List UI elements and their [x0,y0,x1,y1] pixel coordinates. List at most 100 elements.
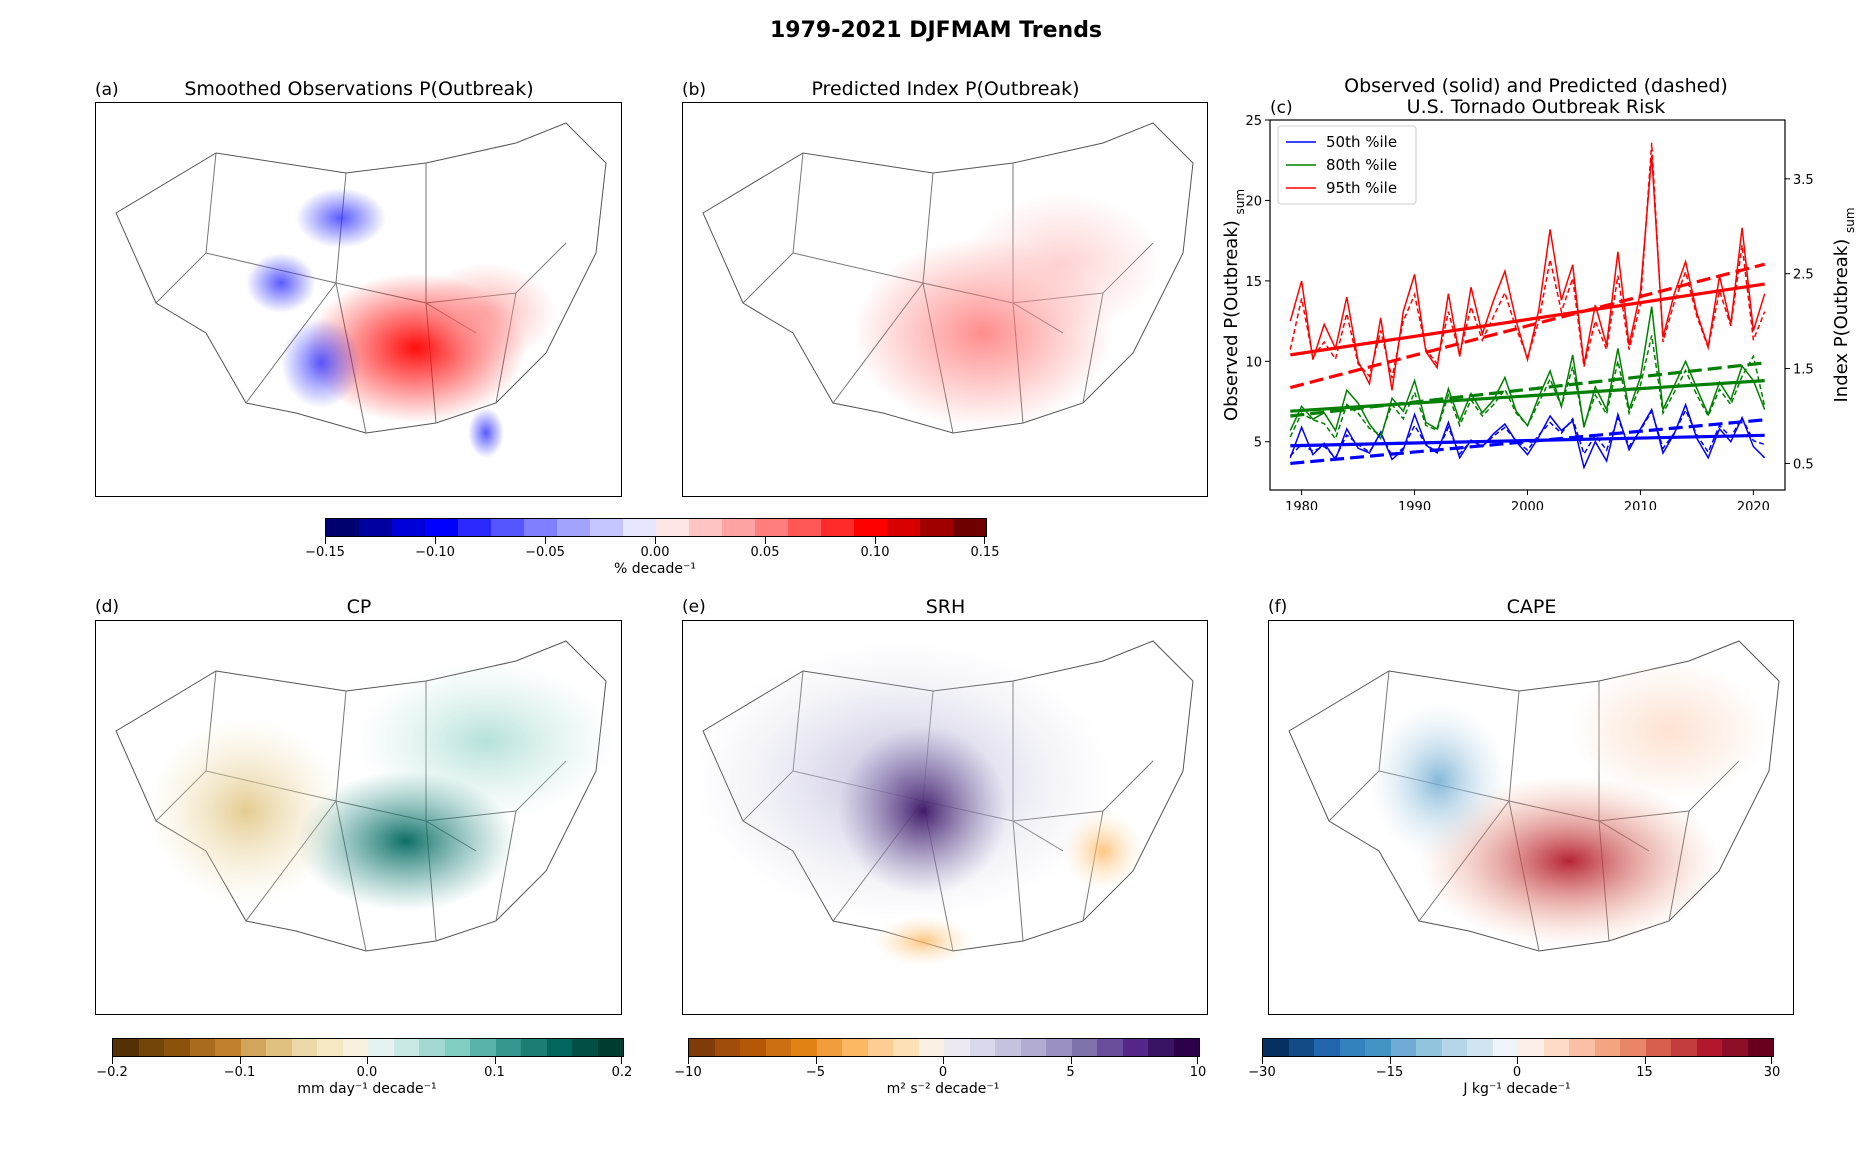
colorbar-srh-segment [714,1039,740,1056]
series-line [1289,155,1766,391]
colorbar-cp [112,1038,624,1057]
colorbar-srh-segment [816,1039,842,1056]
colorbar-srh-segment [969,1039,995,1056]
colorbar-srh-segment [1020,1039,1046,1056]
colorbar-srh-segment [867,1039,893,1056]
colorbar-cp-segment [240,1039,266,1056]
colorbar-top-segment [887,519,920,536]
colorbar-cape-segment [1518,1039,1544,1056]
colorbar-top-segment [359,519,392,536]
colorbar-top-tick [655,537,656,544]
colorbar-cape-wrap: −30 −15 0 15 30 [1248,1038,1780,1080]
colorbar-cp-segment [368,1039,394,1056]
colorbar-cape-tick-label: 0 [1512,1065,1522,1080]
colorbar-top-label: % decade⁻¹ [613,561,697,577]
colorbar-top-segment [590,519,623,536]
y2-tick-label: 2.5 [1793,268,1814,283]
x-tick-label: 2010 [1624,500,1657,510]
legend-box [1277,125,1417,205]
map-e-negative-region [1063,811,1143,891]
colorbar-top-tick [984,537,985,544]
colorbar-top-tick-label: −0.05 [525,545,565,560]
colorbar-cp-tick-label: −0.2 [96,1065,128,1080]
panel-c-label: (c) [1270,98,1293,118]
colorbar-top-tick [435,537,436,544]
colorbar-srh-segment [689,1039,715,1056]
colorbar-srh-segment [918,1039,944,1056]
colorbar-cp-segment [444,1039,470,1056]
colorbar-cape-label: J kg⁻¹ decade⁻¹ [1463,1081,1571,1097]
colorbar-cp-wrap: −0.2 −0.1 0.0 0.1 0.2 [96,1038,632,1080]
panel-d-label: (d) [95,597,120,617]
colorbar-cp-segment [317,1039,343,1056]
x-tick-label: 2000 [1511,500,1544,510]
colorbar-srh-segment [1071,1039,1097,1056]
panel-e-title: SRH [925,596,966,618]
colorbar-srh-tick [688,1057,689,1064]
y2-axis-label: Index P(Outbreak) sum [1831,207,1857,402]
colorbar-cp-segment [597,1039,623,1056]
panel-b-title: Predicted Index P(Outbreak) [811,78,1080,100]
map-panel-a [95,102,622,497]
colorbar-srh-wrap: −10 −5 0 5 10 [674,1038,1206,1080]
colorbar-cape-segment [1645,1039,1671,1056]
colorbar-cp-tick [621,1057,622,1064]
map-f-negative-region [1369,701,1509,861]
colorbar-srh-tick-label: 0 [938,1065,948,1080]
trend-line [1290,433,1765,448]
colorbar-cp-segment [342,1039,368,1056]
colorbar-top-wrap: −0.15 −0.10 −0.05 0.00 0.05 0.10 0.15 [305,518,999,560]
colorbar-cp-segment [266,1039,292,1056]
panel-d-title: CP [346,596,372,618]
colorbar-cape-segment [1390,1039,1416,1056]
colorbar-top-segment [821,519,854,536]
colorbar-cape [1262,1038,1774,1057]
trend-line-chart: 1980 1990 2000 2010 2020 5 10 15 20 25 0.5 1.5 2.5 3.… [1221,114,1857,510]
map-panel-d [95,620,622,1015]
x-tick-label: 1990 [1398,500,1431,510]
colorbar-cape-segment [1339,1039,1365,1056]
series-line [1289,142,1766,379]
panel-a-label: (a) [95,80,119,100]
map-d-negative-region [146,716,346,906]
map-panel-b [682,102,1208,497]
x-tick-label: 2020 [1737,500,1770,510]
colorbar-cp-segment [393,1039,419,1056]
colorbar-cp-segment [189,1039,215,1056]
colorbar-cp-tick [112,1057,113,1064]
y-tick-label: 5 [1254,436,1262,451]
panel-a-title: Smoothed Observations P(Outbreak) [184,78,534,100]
legend-label: 80th %ile [1326,156,1397,174]
colorbar-cape-segment [1441,1039,1467,1056]
trend-line [1290,282,1765,357]
y-tick-label: 20 [1245,194,1262,209]
y2-tick-label: 1.5 [1793,363,1814,378]
panel-c-title-line2: U.S. Tornado Outbreak Risk [1406,96,1666,118]
colorbar-srh-segment [842,1039,868,1056]
colorbar-cape-segment [1263,1039,1289,1056]
colorbar-srh-tick-label: 5 [1066,1065,1075,1080]
y-tick-label: 10 [1245,355,1262,370]
colorbar-top-segment [920,519,953,536]
colorbar-top-tick-label: 0.05 [750,545,780,560]
colorbar-top-segment [722,519,755,536]
colorbar-cape-tick [1771,1057,1772,1064]
colorbar-cp-segment [138,1039,164,1056]
legend-label: 50th %ile [1326,133,1397,151]
colorbar-cp-tick [494,1057,496,1064]
colorbar-top-segment [755,519,788,536]
panel-c-title: Observed (solid) and Predicted (dashed) … [1270,76,1802,118]
colorbar-top-tick-label: 0.10 [860,545,890,560]
colorbar-cape-tick [1389,1057,1391,1064]
y2-tick-label: 3.5 [1793,173,1814,188]
colorbar-srh-segment [1173,1039,1199,1056]
colorbar-cape-segment [1747,1039,1773,1056]
colorbar-cape-segment [1467,1039,1493,1056]
y-tick-label: 25 [1245,114,1262,129]
colorbar-srh-segment [1046,1039,1072,1056]
y2-tick-label: 0.5 [1793,457,1814,472]
colorbar-cape-tick-label: −30 [1248,1065,1276,1080]
colorbar-top-tick [875,537,876,544]
colorbar-top-tick [765,537,766,544]
colorbar-cape-segment [1314,1039,1340,1056]
